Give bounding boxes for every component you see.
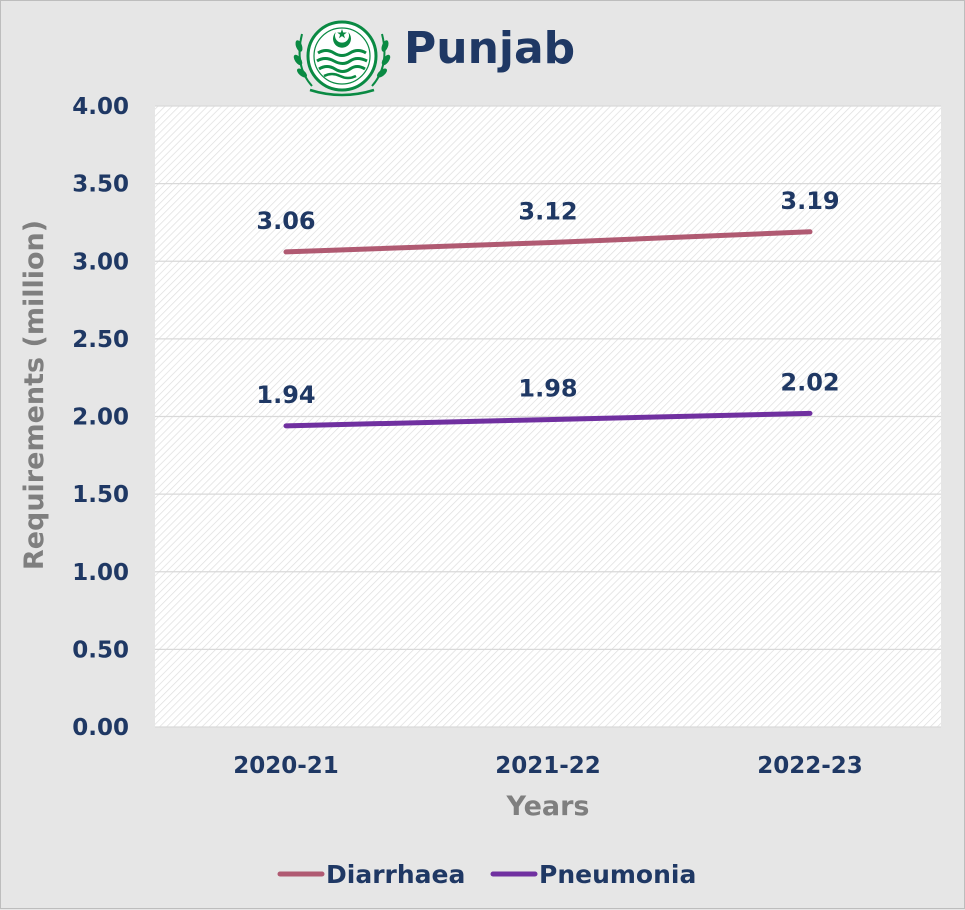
x-axis-title: Years	[506, 791, 590, 822]
punjab-emblem-icon	[293, 20, 391, 97]
chart-title: Punjab	[404, 23, 575, 74]
y-axis-ticks: 0.00 0.50 1.00 1.50 2.00 2.50 3.00 3.50 4.00	[72, 94, 129, 741]
x-tick-label: 2022-23	[757, 753, 863, 779]
pneumonia-data-label: 1.98	[518, 375, 577, 403]
x-axis-ticks: 2020-21 2021-22 2022-23	[233, 753, 863, 779]
y-tick-label: 3.00	[72, 249, 129, 275]
diarrhaea-data-label: 3.06	[256, 207, 315, 235]
pneumonia-data-label: 1.94	[256, 381, 315, 409]
y-tick-label: 1.00	[72, 560, 129, 586]
diarrhaea-legend-label: Diarrhaea	[326, 860, 465, 889]
series-lines	[283, 229, 813, 429]
y-tick-label: 4.00	[72, 94, 129, 120]
pneumonia-data-label: 2.02	[780, 368, 839, 396]
diarrhaea-data-label: 3.19	[780, 187, 839, 215]
gridlines	[155, 105, 941, 728]
data-labels: 3.06 3.12 3.19 1.94 1.98 2.02	[256, 187, 839, 409]
y-tick-label: 1.50	[72, 482, 129, 508]
pneumonia-legend-label: Pneumonia	[539, 860, 696, 889]
diarrhaea-line	[283, 229, 813, 255]
y-tick-label: 2.00	[72, 405, 129, 431]
x-tick-label: 2020-21	[233, 753, 339, 779]
x-tick-label: 2021-22	[495, 753, 601, 779]
diarrhaea-data-label: 3.12	[518, 198, 577, 226]
y-tick-label: 2.50	[72, 327, 129, 353]
y-tick-label: 0.00	[72, 715, 129, 741]
y-tick-label: 3.50	[72, 172, 129, 198]
y-tick-label: 0.50	[72, 637, 129, 663]
y-axis-title: Requirements (million)	[19, 220, 50, 570]
pneumonia-line	[283, 410, 813, 429]
legend[interactable]: Diarrhaea Pneumonia	[277, 860, 696, 889]
